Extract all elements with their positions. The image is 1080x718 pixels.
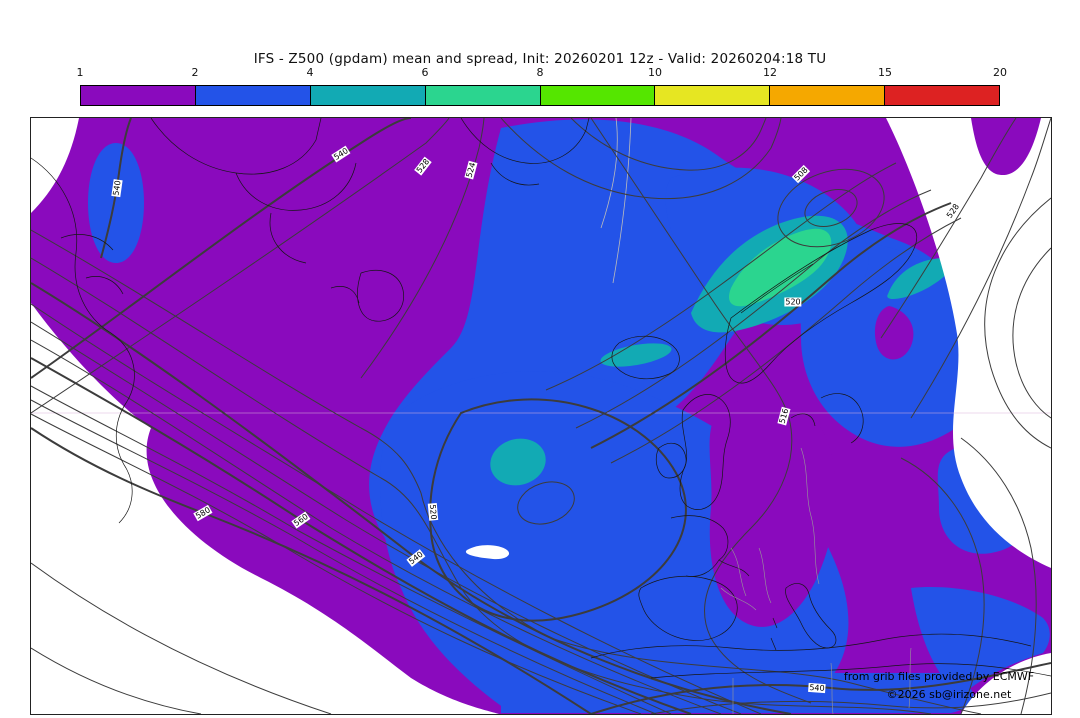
colorbar-segment [540, 86, 656, 105]
colorbar-segment [655, 86, 771, 105]
colorbar-segment [885, 86, 999, 105]
graticule-layer [31, 118, 1051, 414]
borders-layer [720, 447, 912, 714]
colorbar-tick: 1 [76, 66, 84, 79]
attribution-source: from grib files provided by ECMWF [843, 670, 1035, 683]
map-area: 540 528 524 508 520 528 516 520 580 560 540 540 540 … [30, 117, 1052, 715]
contour-label: 520 [427, 503, 439, 521]
contour-label: 520 [784, 297, 802, 307]
colorbar-tick: 20 [993, 66, 1007, 79]
colorbar-tick: 6 [421, 66, 429, 79]
colorbar-tick: 8 [536, 66, 544, 79]
spread-fill-layer [31, 118, 1051, 714]
colorbar-segment [195, 86, 311, 105]
colorbar-segment [770, 86, 886, 105]
colorbar-tick: 10 [648, 66, 662, 79]
colorbar-segment [81, 86, 196, 105]
coastlines-layer [31, 118, 1051, 679]
map-canvas [31, 118, 1051, 714]
contour-label: 540 [808, 682, 826, 694]
colorbar-segment [310, 86, 426, 105]
attribution-copyright: ©2026 sb@irizone.net [886, 688, 1012, 701]
spread-colorbar [80, 85, 1000, 106]
chart-title: IFS - Z500 (gpdam) mean and spread, Init… [253, 51, 827, 67]
colorbar-tick: 15 [878, 66, 892, 79]
colorbar-tick: 4 [306, 66, 314, 79]
colorbar-tick: 12 [763, 66, 777, 79]
colorbar-tick-row: 1 2 4 6 8 10 12 15 20 [76, 66, 1008, 80]
colorbar-segment [425, 86, 541, 105]
colorbar-tick: 2 [191, 66, 199, 79]
